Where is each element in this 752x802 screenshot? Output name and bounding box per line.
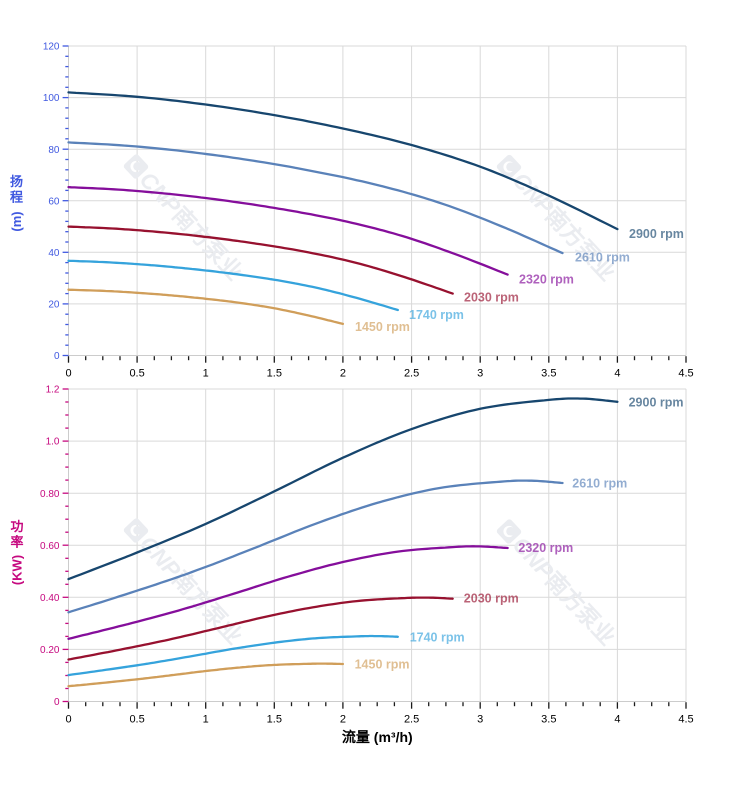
svg-text:2610 rpm: 2610 rpm — [572, 477, 627, 491]
svg-text:(m): (m) — [9, 211, 24, 231]
svg-text:3.5: 3.5 — [541, 714, 556, 726]
svg-text:120: 120 — [43, 42, 60, 53]
svg-text:3: 3 — [477, 368, 483, 380]
svg-text:2610 rpm: 2610 rpm — [575, 251, 630, 265]
svg-text:4.5: 4.5 — [678, 714, 693, 726]
svg-text:100: 100 — [43, 93, 60, 104]
svg-text:2900 rpm: 2900 rpm — [629, 227, 684, 241]
svg-text:0.5: 0.5 — [129, 368, 144, 380]
svg-text:2320 rpm: 2320 rpm — [519, 273, 574, 287]
svg-text:率: 率 — [10, 535, 23, 550]
svg-text:4.5: 4.5 — [678, 368, 693, 380]
svg-text:4: 4 — [614, 368, 620, 380]
svg-text:1: 1 — [203, 714, 209, 726]
svg-text:60: 60 — [48, 196, 60, 207]
svg-text:1450 rpm: 1450 rpm — [355, 320, 410, 334]
svg-text:40: 40 — [48, 248, 60, 259]
svg-text:1740 rpm: 1740 rpm — [409, 308, 464, 322]
svg-text:1.2: 1.2 — [46, 385, 60, 396]
svg-text:2.5: 2.5 — [404, 714, 419, 726]
svg-text:2.5: 2.5 — [404, 368, 419, 380]
svg-text:2900 rpm: 2900 rpm — [629, 396, 684, 410]
svg-text:0: 0 — [65, 368, 71, 380]
svg-text:(KW): (KW) — [10, 555, 25, 585]
svg-text:1.0: 1.0 — [46, 437, 60, 448]
svg-text:1.5: 1.5 — [267, 714, 282, 726]
svg-text:1.5: 1.5 — [267, 368, 282, 380]
svg-text:3.5: 3.5 — [541, 368, 556, 380]
svg-text:1: 1 — [203, 368, 209, 380]
svg-text:0: 0 — [65, 714, 71, 726]
svg-text:2: 2 — [340, 368, 346, 380]
svg-text:2320 rpm: 2320 rpm — [518, 541, 573, 555]
svg-text:功: 功 — [10, 519, 23, 534]
svg-text:20: 20 — [48, 300, 60, 311]
svg-text:0.80: 0.80 — [40, 489, 60, 500]
svg-text:扬: 扬 — [10, 174, 23, 189]
svg-text:3: 3 — [477, 714, 483, 726]
svg-text:2030 rpm: 2030 rpm — [464, 291, 519, 305]
svg-text:2030 rpm: 2030 rpm — [464, 592, 519, 606]
svg-text:1450 rpm: 1450 rpm — [355, 657, 410, 671]
svg-text:1740 rpm: 1740 rpm — [410, 631, 465, 645]
svg-text:0.20: 0.20 — [40, 645, 60, 656]
svg-text:流量 (m³/h): 流量 (m³/h) — [342, 729, 413, 745]
svg-text:0.5: 0.5 — [129, 714, 144, 726]
svg-text:2: 2 — [340, 714, 346, 726]
svg-text:4: 4 — [614, 714, 620, 726]
svg-text:程: 程 — [10, 190, 23, 205]
svg-text:0: 0 — [54, 697, 60, 708]
svg-text:0: 0 — [54, 351, 60, 362]
svg-text:80: 80 — [48, 145, 60, 156]
svg-text:0.40: 0.40 — [40, 593, 60, 604]
svg-text:0.60: 0.60 — [40, 541, 60, 552]
